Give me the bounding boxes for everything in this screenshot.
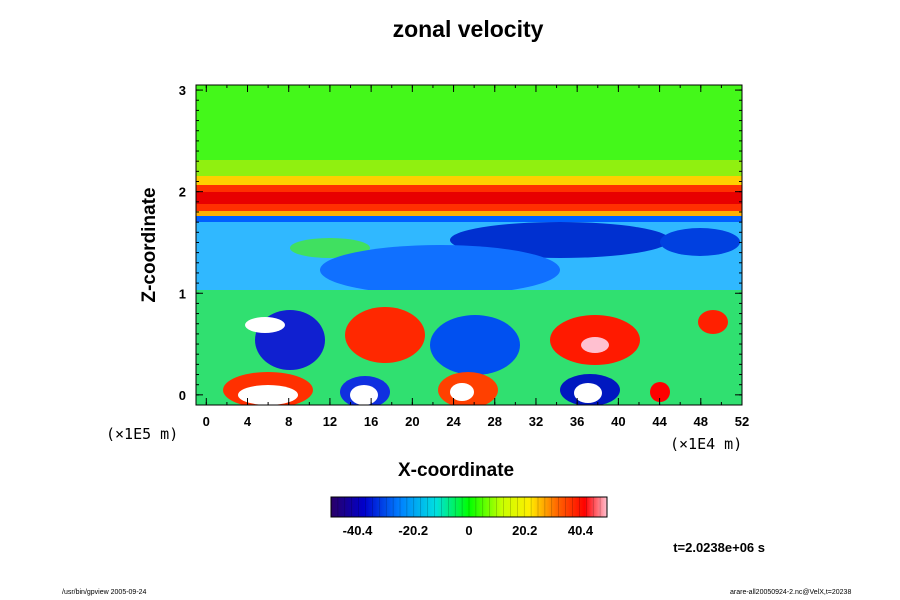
y-tick-label: 0: [179, 388, 186, 403]
x-tick-label: 32: [529, 414, 543, 429]
x-tick-label: 40: [611, 414, 625, 429]
x-tick-label: 12: [323, 414, 337, 429]
colorbar-ticks: -40.4 -20.2 0 20.2 40.4: [337, 497, 601, 538]
y-tick-label: 2: [179, 185, 186, 200]
x-tick-label: 48: [694, 414, 708, 429]
chart-title: zonal velocity: [392, 16, 544, 42]
heatmap-field: [196, 85, 742, 405]
x-tick-label: 16: [364, 414, 378, 429]
y-axis-ticks: 0 1 2 3: [179, 83, 742, 403]
footer-left: /usr/bin/gpview 2005-09-24: [62, 589, 147, 596]
x-axis-unit: (×1E4 m): [670, 435, 743, 453]
x-tick-label: 4: [244, 414, 252, 429]
y-tick-label: 3: [179, 83, 186, 98]
x-tick-label: 36: [570, 414, 584, 429]
plot-frame: [195, 84, 743, 406]
time-label: t=2.0238e+06 s: [673, 540, 765, 555]
x-axis-label: X-coordinate: [398, 460, 515, 481]
x-tick-label: 28: [488, 414, 502, 429]
colorbar-tick-label: -40.4: [343, 523, 373, 538]
y-axis-unit: (×1E5 m): [106, 425, 179, 443]
colorbar-tick-label: 40.4: [568, 523, 594, 538]
colorbar-tick-label: 0: [465, 523, 472, 538]
colorbar-tick-label: 20.2: [512, 523, 537, 538]
x-tick-label: 0: [203, 414, 210, 429]
x-tick-label: 52: [735, 414, 749, 429]
x-axis-ticks: 0 4 8 12 16 20 24 28 32 36 40 44 48 52: [203, 85, 749, 429]
colorbar: [330, 496, 608, 518]
colorbar-tick-label: -20.2: [398, 523, 428, 538]
y-axis-label: Z-coordinate: [139, 187, 160, 303]
x-tick-label: 20: [405, 414, 419, 429]
x-tick-label: 44: [652, 414, 667, 429]
x-tick-label: 8: [285, 414, 292, 429]
x-tick-label: 24: [446, 414, 461, 429]
footer-right: arare-all20050924-2.nc@VelX,t=20238: [730, 589, 852, 596]
y-tick-label: 1: [179, 286, 186, 301]
